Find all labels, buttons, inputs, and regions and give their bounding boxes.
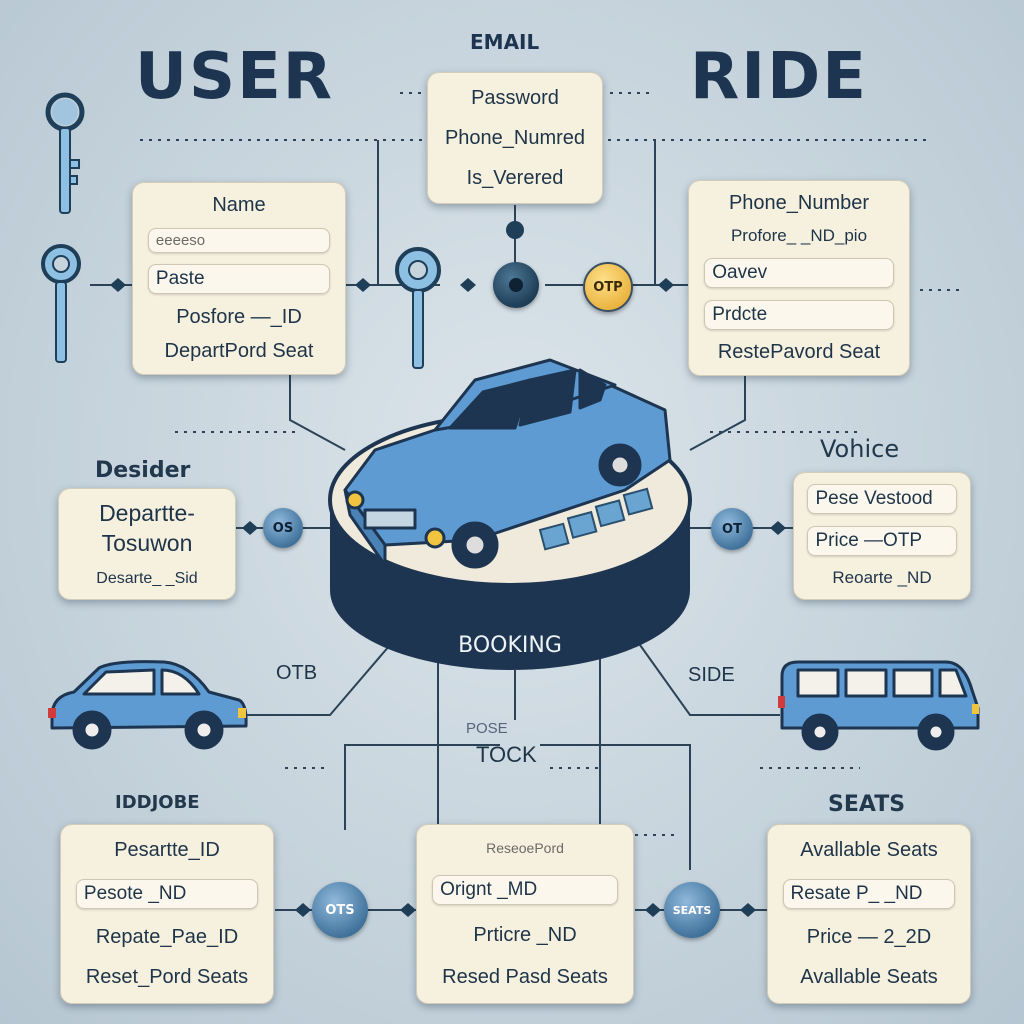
car-icon: [48, 660, 248, 750]
posa-label: POSE: [466, 720, 508, 737]
os-node: OS: [263, 508, 303, 548]
card-row: Posfore —_ID: [176, 305, 302, 328]
email-heading: EMAIL: [470, 30, 540, 54]
tock-label: TOCK: [476, 742, 537, 767]
bottom-right-card: Avallable Seats Resate P_ _ND Price — 2_…: [767, 824, 971, 1004]
card-row: Price — 2_2D: [806, 926, 932, 949]
otb-label: OTB: [276, 662, 318, 684]
otp-node: OTP: [583, 262, 633, 312]
card-row: ReseoePord: [486, 839, 564, 856]
card-field: Pese Vestood: [807, 484, 957, 514]
bottom-left-heading: IDDJOBE: [115, 792, 200, 813]
card-row: Reoarte _ND: [832, 568, 932, 587]
side-label: SIDE: [688, 664, 735, 686]
card-row: Departte-: [99, 500, 195, 527]
phone-card: Phone_Number Profore_ _ND_pio Oavev Prdc…: [688, 180, 910, 376]
card-row: DepartPord Seat: [164, 340, 314, 363]
card-field: Prdcte: [704, 299, 894, 330]
key-icon: [41, 244, 81, 363]
ride-heading: RIDE: [690, 40, 868, 114]
key-icon: [45, 92, 85, 214]
card-row: Is_Verered: [466, 166, 564, 189]
card-field: Pesote _ND: [75, 878, 259, 909]
card-row: Avallable Seats: [800, 838, 938, 861]
card-row: Reset_Pord Seats: [85, 966, 249, 989]
card-row: Profore_ _ND_pio: [730, 226, 868, 246]
desider-heading: Desider: [95, 458, 191, 483]
card-field: Price —OTP: [807, 526, 957, 556]
vehicle-heading: Vohice: [820, 435, 900, 463]
key-icon: [395, 247, 441, 369]
seats-node: SEATS: [664, 882, 720, 938]
vehicle-card: Pese Vestood Price —OTP Reoarte _ND: [793, 472, 971, 600]
van-icon: [778, 660, 980, 751]
user-heading: USER: [135, 40, 335, 114]
ots-node: OTS: [312, 882, 368, 938]
bottom-mid-card: ReseoePord Orignt _MD Prticre _ND Resed …: [416, 824, 634, 1004]
departure-card: Departte- Tosuwon Desarte_ _Sid: [58, 488, 236, 600]
email-card: Password Phone_Numred Is_Verered: [427, 72, 603, 204]
booking-label: BOOKING: [458, 633, 562, 658]
booking-platform-icon: BOOKING: [328, 358, 692, 670]
card-field: Paste: [147, 264, 331, 295]
card-row: Phone_Numred: [444, 126, 586, 149]
card-row: Resed Pasd Seats: [442, 965, 608, 988]
card-title: Phone_Number: [728, 191, 870, 214]
card-row: Desarte_ _Sid: [96, 569, 198, 587]
card-field: eeeeso: [147, 228, 331, 254]
bottom-left-card: Pesartte_ID Pesote _ND Repate_Pae_ID Res…: [60, 824, 274, 1004]
card-field: Resate P_ _ND: [782, 878, 956, 909]
card-row: Prticre _ND: [473, 923, 577, 946]
card-row: Tosuwon: [101, 529, 193, 556]
card-title: Name: [212, 193, 266, 216]
card-field: Orignt _MD: [432, 874, 618, 905]
card-row: Pesartte_ID: [114, 838, 220, 861]
seats-heading: SEATS: [828, 792, 906, 817]
card-row: Avallable Seats: [800, 966, 938, 989]
name-card: Name eeeeso Paste Posfore —_ID DepartPor…: [132, 182, 346, 375]
card-row: Password: [471, 86, 559, 109]
center-node: [493, 262, 539, 308]
ot-node: OT: [711, 508, 753, 550]
card-field: Oavev: [704, 257, 894, 288]
card-row: RestePavord Seat: [717, 341, 881, 364]
card-row: Repate_Pae_ID: [95, 926, 239, 949]
